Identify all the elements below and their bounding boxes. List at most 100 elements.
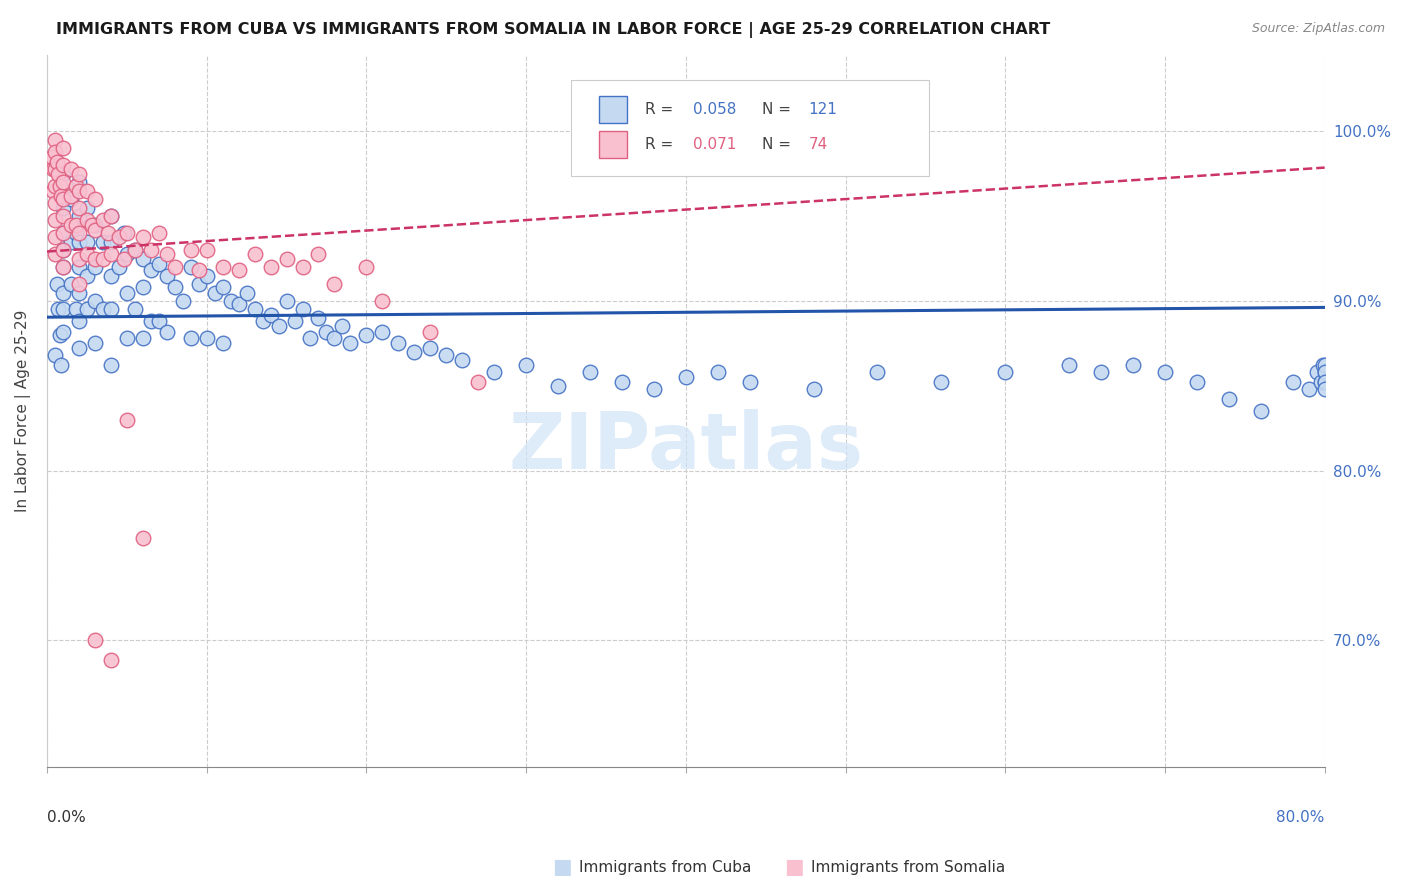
- Point: [76, 212, 98, 227]
- Point: [44, 229, 66, 244]
- Point: [76, 235, 98, 249]
- Point: [467, 376, 489, 390]
- Point: [44, 212, 66, 227]
- Point: [115, 331, 138, 345]
- Point: [108, 229, 131, 244]
- Point: [259, 260, 281, 274]
- Point: [547, 378, 569, 392]
- Text: Immigrants from Cuba: Immigrants from Cuba: [579, 860, 752, 874]
- Point: [323, 331, 346, 345]
- Point: [108, 260, 131, 274]
- Point: [83, 336, 105, 351]
- Point: [866, 365, 889, 379]
- Text: ■: ■: [785, 857, 804, 877]
- Point: [67, 235, 90, 249]
- Point: [83, 218, 105, 232]
- Point: [52, 192, 75, 206]
- Point: [1057, 359, 1080, 373]
- Point: [52, 167, 75, 181]
- Point: [132, 331, 155, 345]
- Point: [180, 243, 202, 257]
- Point: [52, 201, 75, 215]
- Point: [67, 342, 90, 356]
- Point: [308, 246, 330, 260]
- Point: [195, 268, 218, 283]
- Point: [139, 314, 162, 328]
- Point: [83, 192, 105, 206]
- Point: [115, 246, 138, 260]
- Point: [1313, 365, 1336, 379]
- Point: [100, 653, 122, 667]
- Point: [211, 336, 233, 351]
- Point: [180, 260, 202, 274]
- Point: [259, 308, 281, 322]
- Point: [1218, 392, 1240, 407]
- Text: IMMIGRANTS FROM CUBA VS IMMIGRANTS FROM SOMALIA IN LABOR FORCE | AGE 25-29 CORRE: IMMIGRANTS FROM CUBA VS IMMIGRANTS FROM …: [56, 22, 1050, 38]
- Point: [52, 209, 75, 223]
- Point: [76, 201, 98, 215]
- Point: [48, 178, 70, 193]
- Point: [371, 293, 394, 308]
- Point: [100, 302, 122, 317]
- Point: [52, 226, 75, 240]
- Point: [45, 155, 67, 169]
- Point: [1313, 365, 1336, 379]
- Bar: [599, 95, 627, 123]
- Text: N =: N =: [762, 102, 796, 117]
- Point: [52, 158, 75, 172]
- Point: [51, 359, 73, 373]
- Point: [419, 342, 441, 356]
- Point: [235, 285, 257, 300]
- Point: [52, 325, 75, 339]
- Point: [83, 260, 105, 274]
- Point: [308, 310, 330, 325]
- Point: [59, 277, 82, 291]
- Point: [44, 178, 66, 193]
- Point: [112, 226, 135, 240]
- Point: [52, 260, 75, 274]
- Point: [148, 257, 170, 271]
- Point: [228, 263, 250, 277]
- Point: [283, 314, 305, 328]
- Point: [52, 243, 75, 257]
- Point: [124, 302, 146, 317]
- Point: [132, 532, 155, 546]
- Point: [211, 260, 233, 274]
- Point: [1090, 365, 1112, 379]
- Point: [1122, 359, 1144, 373]
- Point: [243, 302, 266, 317]
- Point: [1313, 359, 1336, 373]
- Point: [163, 280, 186, 294]
- Point: [67, 209, 90, 223]
- Point: [610, 376, 633, 390]
- Point: [115, 226, 138, 240]
- Point: [1313, 382, 1336, 396]
- Point: [59, 192, 82, 206]
- Point: [67, 314, 90, 328]
- Point: [803, 382, 825, 396]
- Point: [1305, 365, 1327, 379]
- Point: [100, 268, 122, 283]
- Text: R =: R =: [645, 137, 678, 153]
- Point: [91, 252, 114, 266]
- Point: [48, 327, 70, 342]
- Point: [67, 201, 90, 215]
- Point: [356, 327, 378, 342]
- Point: [156, 268, 179, 283]
- Bar: [599, 131, 627, 159]
- Text: N =: N =: [762, 137, 796, 153]
- Text: ZIPatlas: ZIPatlas: [509, 409, 863, 485]
- Text: 0.0%: 0.0%: [46, 810, 86, 825]
- Text: 80.0%: 80.0%: [1277, 810, 1324, 825]
- Point: [59, 161, 82, 176]
- Point: [46, 302, 69, 317]
- Point: [156, 246, 179, 260]
- Text: 74: 74: [808, 137, 828, 153]
- Text: 121: 121: [808, 102, 838, 117]
- Point: [1310, 376, 1333, 390]
- Point: [706, 365, 728, 379]
- Point: [195, 243, 218, 257]
- Point: [52, 184, 75, 198]
- Point: [291, 260, 314, 274]
- Point: [228, 297, 250, 311]
